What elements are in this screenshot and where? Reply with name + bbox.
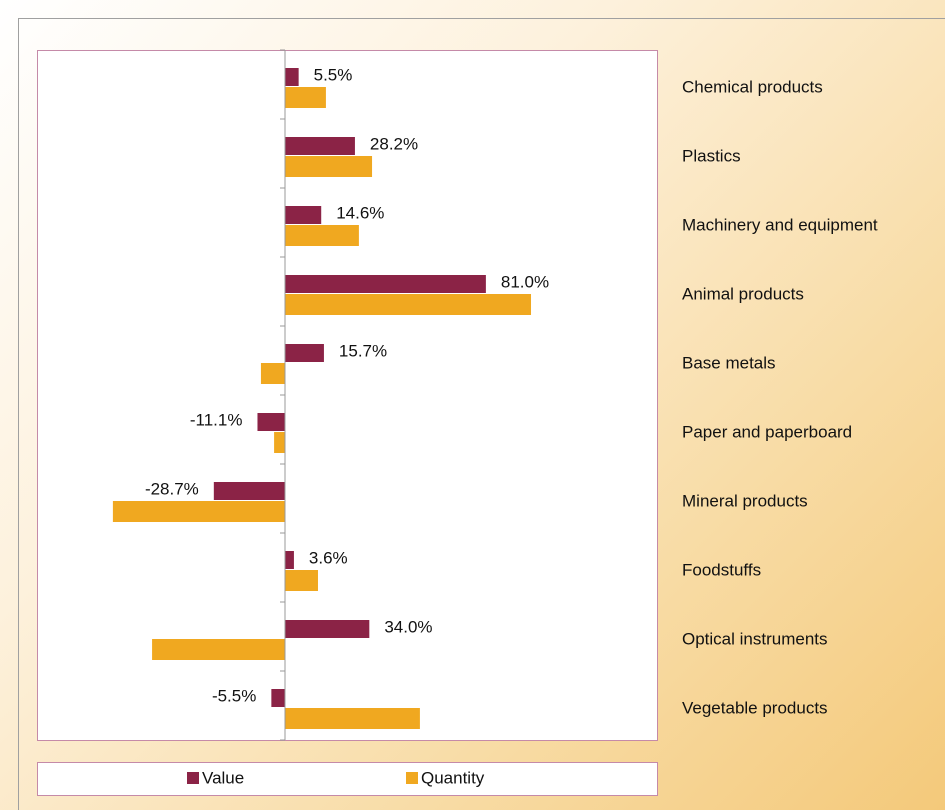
data-label: 14.6% — [336, 203, 384, 222]
bar — [285, 344, 324, 362]
data-label: 5.5% — [314, 65, 353, 84]
legend-box — [37, 762, 658, 796]
bar — [285, 68, 299, 86]
bar — [285, 225, 359, 246]
bar — [112, 501, 285, 522]
bar — [285, 570, 318, 591]
data-label: 28.2% — [370, 134, 418, 153]
category-label: Base metals — [682, 353, 776, 372]
data-label: -5.5% — [212, 686, 256, 705]
data-label: 81.0% — [501, 272, 549, 291]
bar — [274, 432, 285, 453]
category-label: Optical instruments — [682, 629, 828, 648]
bar — [271, 689, 285, 707]
bar — [285, 294, 532, 315]
bar — [213, 482, 285, 500]
data-label: -11.1% — [190, 410, 243, 429]
category-label: Paper and paperboard — [682, 422, 852, 441]
bar — [257, 413, 285, 431]
bar — [285, 156, 373, 177]
data-label: 15.7% — [339, 341, 387, 360]
bar — [260, 363, 285, 384]
bar — [285, 137, 355, 155]
bar — [285, 87, 326, 108]
category-label: Foodstuffs — [682, 560, 761, 579]
category-label: Mineral products — [682, 491, 808, 510]
data-label: -28.7% — [145, 479, 199, 498]
legend-swatch — [406, 772, 418, 784]
data-label: 34.0% — [384, 617, 432, 636]
category-label: Chemical products — [682, 77, 823, 96]
bar — [285, 551, 294, 569]
category-label: Machinery and equipment — [682, 215, 878, 234]
data-label: 3.6% — [309, 548, 348, 567]
bar — [285, 708, 420, 729]
bar — [285, 206, 322, 224]
category-label: Animal products — [682, 284, 804, 303]
legend-label: Quantity — [421, 768, 485, 787]
bar — [285, 275, 486, 293]
category-label: Vegetable products — [682, 698, 828, 717]
category-label: Plastics — [682, 146, 741, 165]
legend-swatch — [187, 772, 199, 784]
bar — [152, 639, 285, 660]
bar — [285, 620, 370, 638]
outer-border — [18, 18, 945, 810]
legend-label: Value — [202, 768, 244, 787]
